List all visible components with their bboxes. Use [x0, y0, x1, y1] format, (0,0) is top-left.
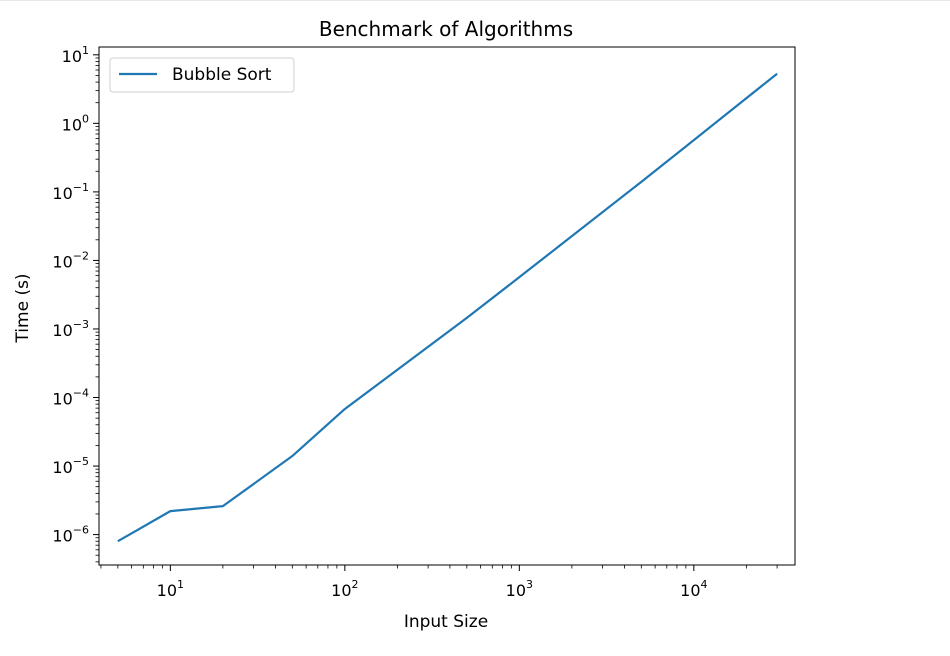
x-tick-label: 101 [157, 578, 184, 600]
y-tick-label: 10−1 [52, 181, 89, 203]
plot-frame [98, 46, 796, 566]
legend-label-bubble-sort: Bubble Sort [172, 65, 272, 85]
x-tick-label: 104 [680, 578, 707, 600]
y-tick-label: 100 [62, 112, 89, 134]
series-line-bubble-sort [117, 72, 778, 543]
y-tick-label: 10−5 [52, 455, 89, 477]
legend-box [109, 57, 295, 93]
y-axis-label: Time (s) [13, 273, 33, 343]
y-tick-label: 10−3 [52, 318, 89, 340]
y-tick-label: 10−2 [52, 249, 89, 271]
plot-layer: 101 102 103 104 101 100 10−1 10−2 10−3 10−4 10−5 10… [52, 44, 796, 600]
y-tick-label: 10−4 [52, 387, 89, 409]
x-tick-label: 103 [506, 578, 533, 600]
chart-title: Benchmark of Algorithms [319, 17, 573, 41]
x-tick-label: 102 [331, 578, 358, 600]
y-tick-label: 10−6 [52, 524, 89, 546]
legend: Bubble Sort [109, 57, 295, 93]
x-axis-label: Input Size [404, 612, 488, 632]
y-tick-label: 101 [62, 44, 89, 66]
